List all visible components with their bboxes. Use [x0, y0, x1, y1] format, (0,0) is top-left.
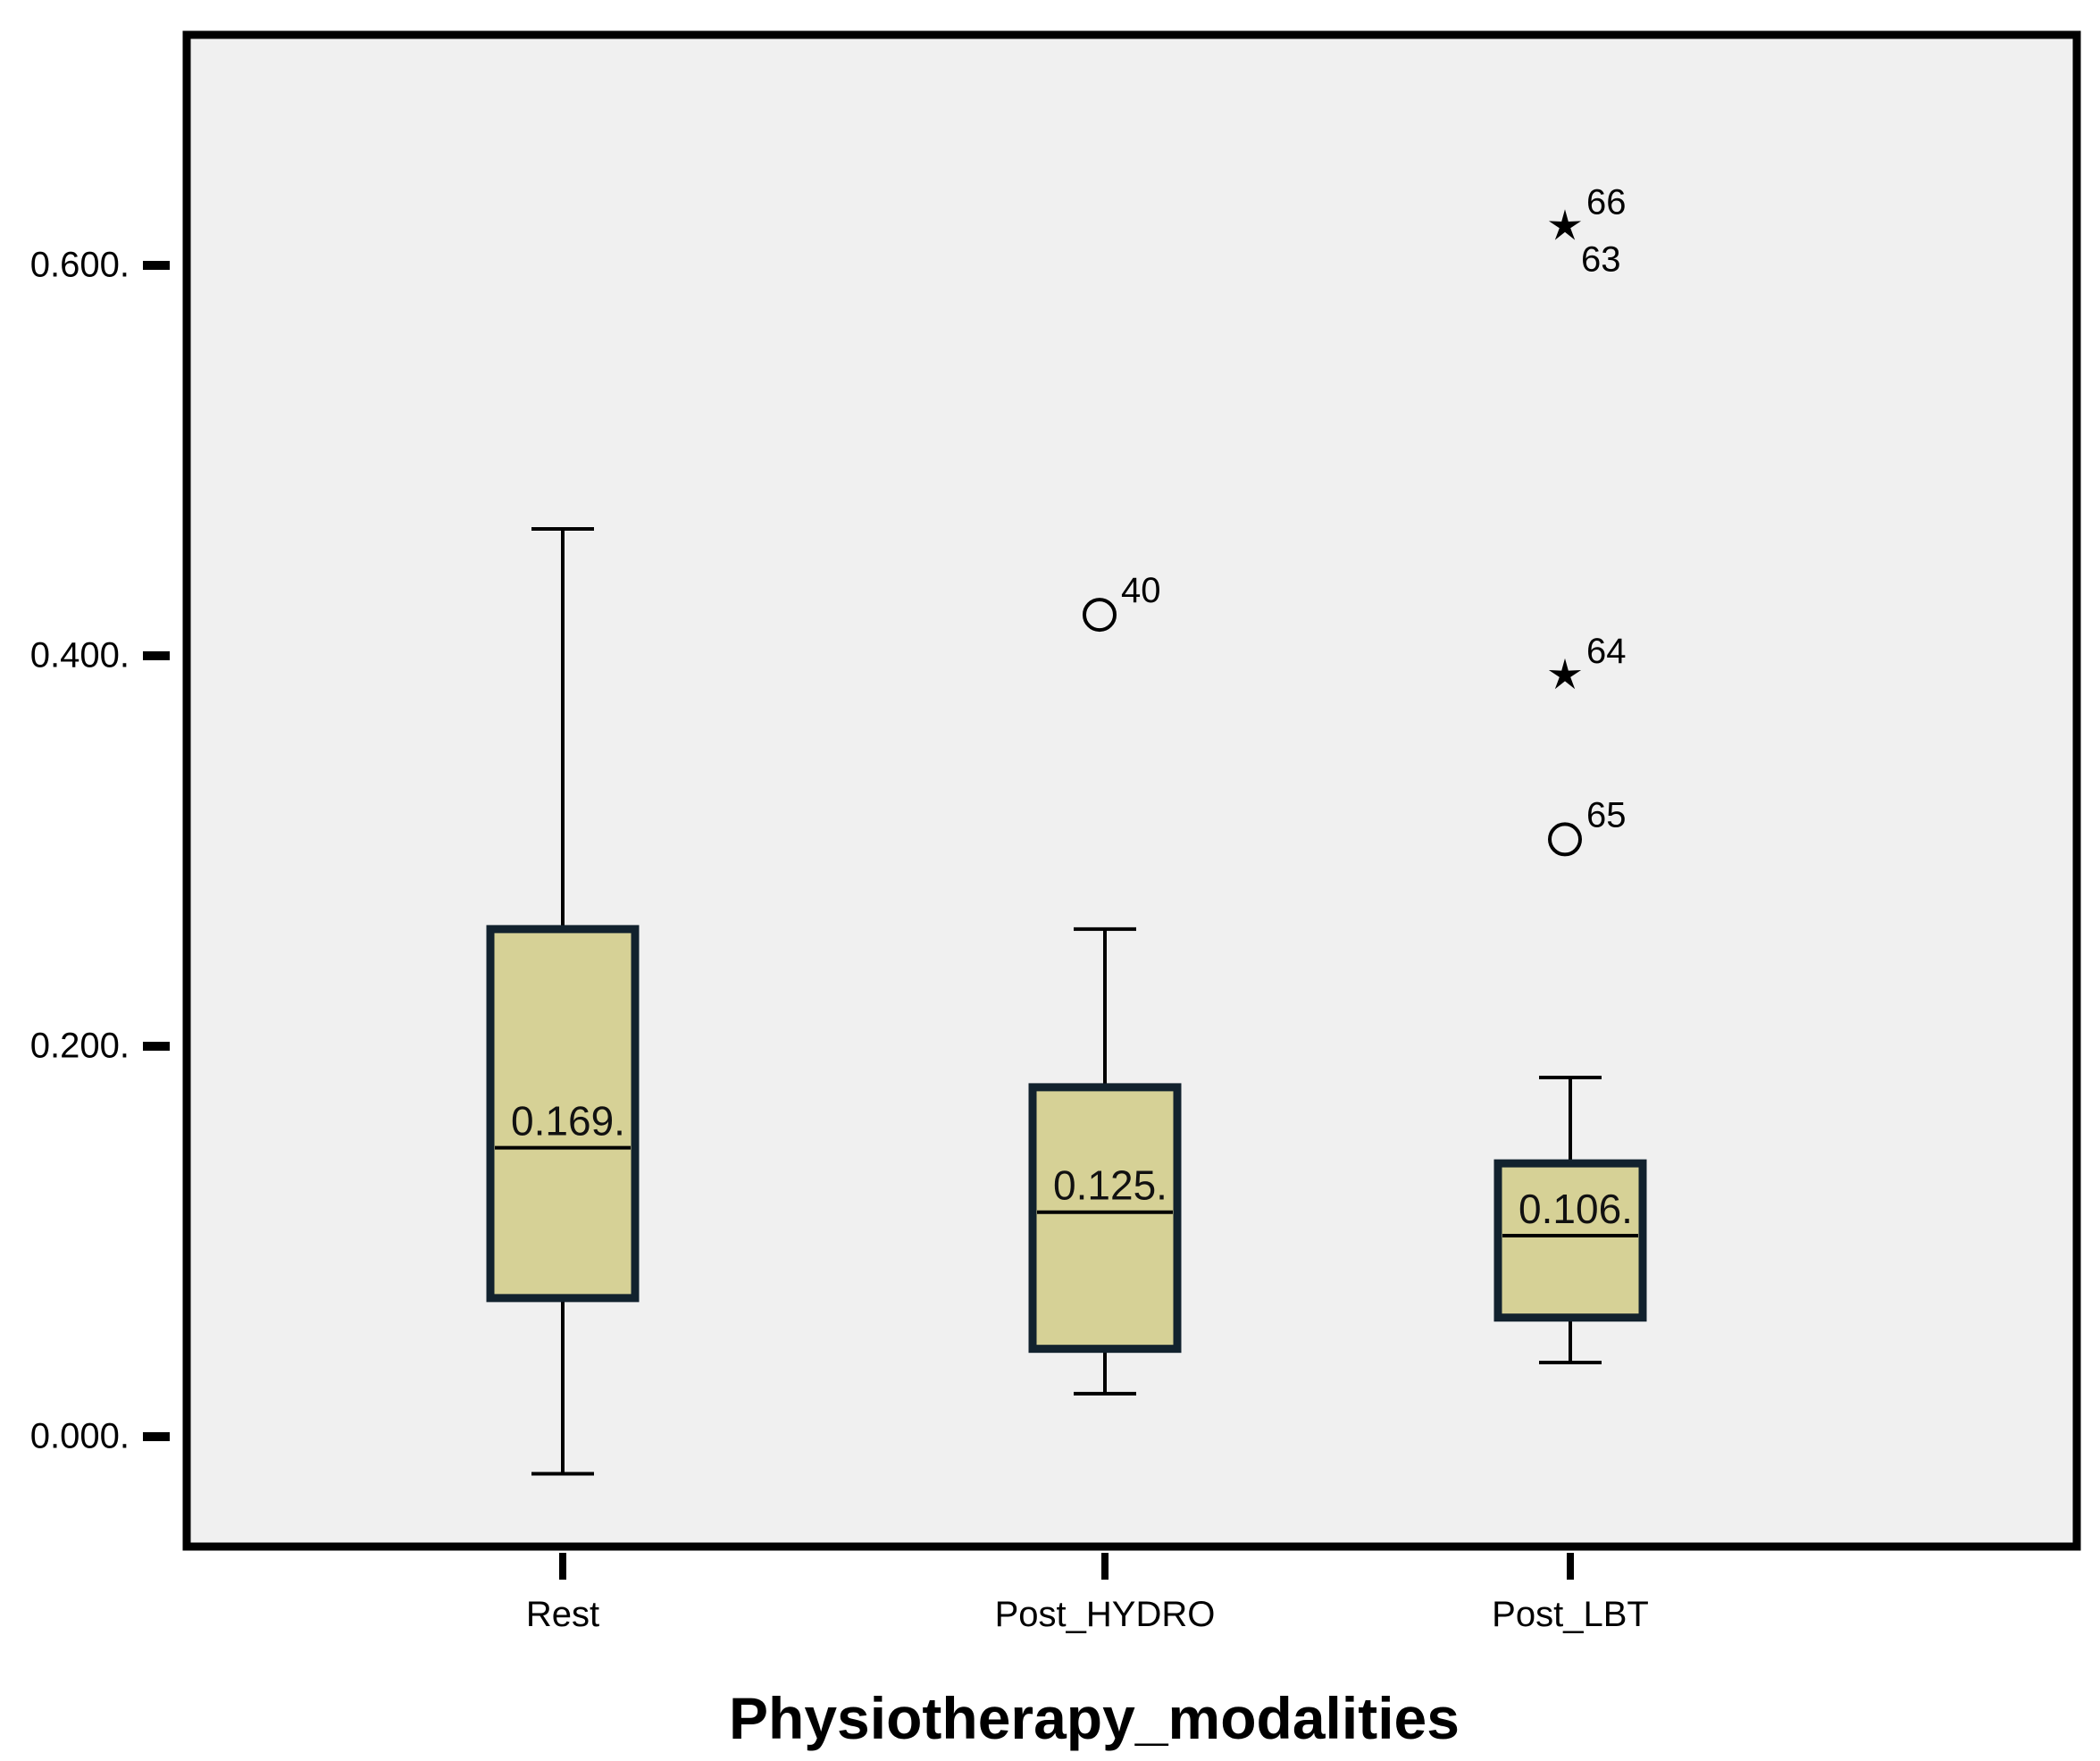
iqr-box — [1028, 1083, 1182, 1354]
outlier-circle-marker — [1083, 598, 1117, 633]
x-axis: Rest Post_HYDRO Post_LBT — [526, 1553, 1649, 1634]
y-tick-mark — [143, 1042, 170, 1051]
box-group-post-lbt: 0.106. — [1493, 1075, 1647, 1364]
extreme-star-marker — [1548, 658, 1582, 690]
outlier-group: 40 — [1083, 571, 1161, 633]
median-label: 0.125. — [1053, 1162, 1167, 1209]
outlier-circle-marker — [1548, 822, 1582, 857]
y-tick-label: 0.200. — [30, 1027, 130, 1066]
box-group-post-hydro: 0.125. — [1028, 927, 1182, 1396]
y-axis: 0.000. 0.200. 0.400. 0.600. — [30, 246, 170, 1456]
outlier-case-label: 63 — [1581, 239, 1621, 279]
x-category-label: Post_LBT — [1492, 1595, 1649, 1634]
x-axis-label: Physiotherapy_modalities — [729, 1685, 1460, 1751]
outlier-case-label: 64 — [1586, 632, 1627, 671]
y-tick-mark — [143, 651, 170, 660]
box-group-rest: 0.169. — [486, 526, 640, 1476]
extreme-star-marker — [1548, 209, 1582, 240]
boxes-layer: 0.169. 0.125. 0.106. — [486, 526, 1647, 1476]
x-category-label: Post_HYDRO — [995, 1595, 1216, 1634]
median-label: 0.169. — [511, 1098, 625, 1145]
outlier-case-label: 65 — [1586, 795, 1627, 834]
x-tick-mark — [559, 1553, 566, 1580]
y-tick-mark — [143, 1432, 170, 1441]
x-category-label: Rest — [526, 1595, 599, 1634]
iqr-box — [1493, 1159, 1647, 1322]
median-label: 0.106. — [1519, 1186, 1633, 1232]
x-tick-mark — [1567, 1553, 1574, 1580]
outlier-case-label: 66 — [1586, 182, 1627, 222]
iqr-box — [486, 925, 640, 1303]
plot-frame — [182, 30, 2081, 1551]
outlier-case-label: 40 — [1121, 571, 1161, 610]
y-tick-label: 0.400. — [30, 636, 130, 675]
x-tick-mark — [1101, 1553, 1109, 1580]
outlier-group: 65 — [1548, 795, 1627, 857]
y-tick-label: 0.600. — [30, 246, 130, 285]
outlier-group: 64 — [1548, 632, 1627, 690]
y-tick-label: 0.000. — [30, 1417, 130, 1456]
y-tick-mark — [143, 261, 170, 270]
